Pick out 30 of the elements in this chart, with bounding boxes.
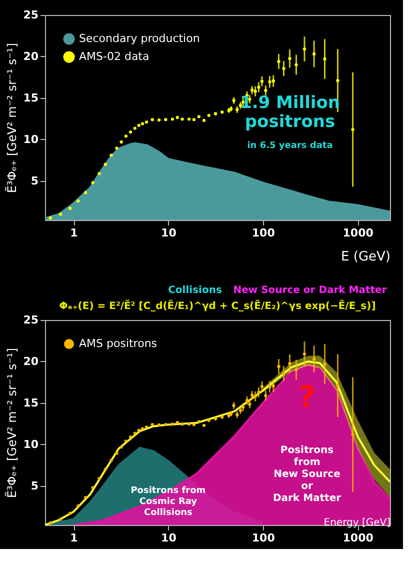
x-tick-label: 10 xyxy=(161,532,177,544)
text: Collisions xyxy=(168,285,222,296)
y-tick-label: 5 xyxy=(30,479,38,492)
y-tick-label: 5 xyxy=(30,174,38,188)
x-axis-title: E (GeV) xyxy=(341,250,390,264)
legend-label: AMS positrons xyxy=(79,337,158,350)
x-tick-label: 1000 xyxy=(342,532,374,544)
y-tick-label: 15 xyxy=(23,91,38,104)
y-tick-label: 25 xyxy=(23,8,38,22)
y-axis-title: Ẽ³Φₑ₊ [GeV² m⁻² sr⁻¹ s⁻¹] xyxy=(4,42,20,194)
y-tick-label: 25 xyxy=(23,314,38,326)
y-tick-label: 20 xyxy=(23,355,39,368)
x-tick-label: 1000 xyxy=(342,226,374,240)
y-axis-title: Ẽ³Φₑ₊ [GeV² m⁻² sr⁻¹ s⁻¹] xyxy=(4,348,20,498)
x-tick-label: 100 xyxy=(252,226,276,240)
text: New Source or Dark Matter xyxy=(233,285,387,296)
annotation: Positrons from New Source or Dark Matter xyxy=(272,445,342,504)
chart-title: Φₑ₊(E) = E²/Ẽ² [C_d(Ẽ/E₁)^γd + C_s(Ẽ/E₂)^γs exp(−Ẽ/E_s)] xyxy=(59,299,376,312)
legend-label: Secondary production xyxy=(79,32,200,45)
legend-label: AMS-02 data xyxy=(79,50,150,63)
x-tick-label: 1 xyxy=(70,532,78,544)
x-tick-label: 10 xyxy=(161,226,177,240)
y-tick-label: 20 xyxy=(23,50,39,63)
y-tick-label: 10 xyxy=(23,438,39,451)
y-tick-label: 10 xyxy=(23,132,39,146)
annotation: ? xyxy=(298,380,316,415)
x-tick-label: 100 xyxy=(252,532,276,544)
y-tick-label: 15 xyxy=(23,396,38,410)
annotation: in 6.5 years data xyxy=(247,141,333,151)
x-tick-label: 1 xyxy=(70,226,78,240)
